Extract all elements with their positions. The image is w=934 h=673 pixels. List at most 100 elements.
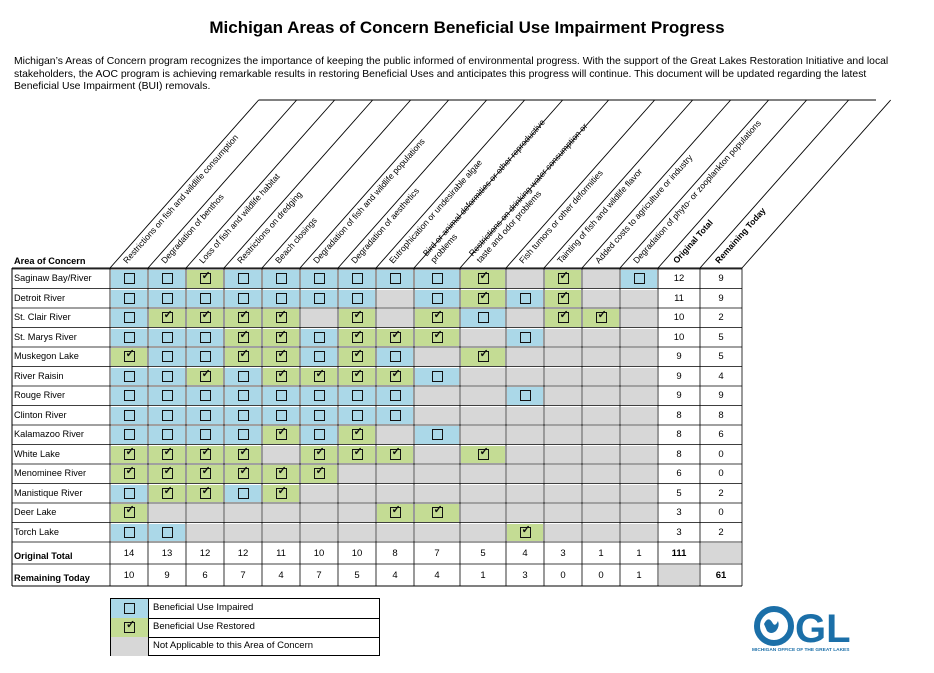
- bui-cell-not-applicable: [583, 406, 619, 424]
- impaired-checkbox-icon: [313, 331, 325, 343]
- bui-cell-restored: ✓: [111, 465, 147, 483]
- original-total-value: 14: [123, 548, 135, 559]
- bui-cell-restored: ✓: [149, 445, 185, 463]
- bui-cell-restored: ✓: [339, 367, 375, 385]
- bui-cell-restored: ✓: [461, 348, 505, 366]
- bui-cell-impaired: [111, 406, 147, 424]
- bui-cell-restored: ✓: [187, 465, 223, 483]
- column-header-divider: [223, 99, 374, 269]
- bui-cell-impaired: [415, 270, 459, 288]
- bui-cell-not-applicable: [545, 445, 581, 463]
- bui-cell-restored: ✓: [263, 465, 299, 483]
- row-remaining-today: 2: [718, 526, 724, 538]
- row-original-total: 12: [673, 273, 685, 284]
- bui-cell-restored: ✓: [415, 504, 459, 522]
- restored-checkmark-icon: ✓: [313, 445, 325, 460]
- column-header-divider: [505, 99, 656, 269]
- bui-cell-restored: ✓: [111, 504, 147, 522]
- bui-cell-impaired: [301, 387, 337, 405]
- row-original-total: 9: [676, 370, 682, 382]
- impaired-checkbox-icon: [275, 273, 287, 285]
- restored-checkmark-icon: ✓: [237, 465, 249, 480]
- impaired-checkbox-icon: [161, 331, 173, 343]
- restored-checkmark-icon: ✓: [275, 484, 287, 499]
- impaired-checkbox-icon: [275, 390, 287, 402]
- restored-checkmark-icon: ✓: [123, 445, 135, 460]
- bui-cell-impaired: [225, 426, 261, 444]
- restored-checkmark-icon: ✓: [431, 309, 443, 324]
- bui-cell-not-applicable: [507, 406, 543, 424]
- restored-checkmark-icon: ✓: [275, 328, 287, 343]
- bui-cell-impaired: [377, 270, 413, 288]
- logo-wordmark: GL: [795, 607, 851, 651]
- bui-cell-impaired: [621, 270, 657, 288]
- page-title: Michigan Areas of Concern Beneficial Use…: [209, 18, 725, 37]
- impaired-checkbox-icon: [199, 331, 211, 343]
- restored-checkmark-icon: ✓: [557, 309, 569, 324]
- impaired-checkbox-icon: [123, 487, 135, 499]
- bui-cell-not-applicable: [545, 504, 581, 522]
- column-header-divider: [185, 99, 336, 269]
- original-total-value: 8: [392, 548, 398, 559]
- bui-cell-impaired: [377, 387, 413, 405]
- bui-cell-not-applicable: [621, 484, 657, 502]
- bui-cell-restored: ✓: [339, 426, 375, 444]
- restored-checkmark-icon: ✓: [237, 445, 249, 460]
- bui-cell-not-applicable: [507, 309, 543, 327]
- bui-cell-not-applicable: [377, 426, 413, 444]
- column-header-divider: [413, 99, 564, 269]
- restored-checkmark-icon: ✓: [557, 289, 569, 304]
- bui-cell-impaired: [415, 367, 459, 385]
- legend: Beneficial Use Impaired ✓ Beneficial Use…: [110, 598, 380, 656]
- bui-cell-not-applicable: [461, 426, 505, 444]
- bui-cell-restored: ✓: [187, 445, 223, 463]
- impaired-checkbox-icon: [389, 273, 401, 285]
- area-of-concern-name: Detroit River: [14, 292, 66, 303]
- bui-cell-restored: ✓: [263, 328, 299, 346]
- bui-cell-not-applicable: [583, 523, 619, 541]
- bui-cell-not-applicable: [583, 445, 619, 463]
- bui-cell-impaired: [225, 367, 261, 385]
- bui-cell-impaired: [301, 270, 337, 288]
- bui-cell-not-applicable: [339, 504, 375, 522]
- restored-checkmark-icon: ✓: [275, 465, 287, 480]
- bui-cell-impaired: [187, 328, 223, 346]
- bui-cell-restored: ✓: [149, 484, 185, 502]
- row-remaining-today: 2: [718, 312, 724, 323]
- restored-checkmark-icon: ✓: [275, 348, 287, 363]
- row-original-total: 9: [676, 351, 682, 362]
- bui-cell-restored: ✓: [339, 348, 375, 366]
- impaired-checkbox-icon: [123, 331, 135, 343]
- restored-checkmark-icon: ✓: [477, 270, 489, 285]
- area-of-concern-name: Torch Lake: [14, 526, 59, 537]
- bui-cell-not-applicable: [377, 289, 413, 307]
- bui-cell-impaired: [339, 406, 375, 424]
- bui-cell-not-applicable: [621, 387, 657, 405]
- bui-cell-not-applicable: [415, 484, 459, 502]
- bui-cell-not-applicable: [263, 445, 299, 463]
- impaired-checkbox-icon: [123, 526, 135, 538]
- bui-cell-restored: ✓: [111, 445, 147, 463]
- bui-cell-not-applicable: [621, 348, 657, 366]
- original-total-value: 13: [161, 548, 173, 559]
- bui-cell-impaired: [507, 289, 543, 307]
- original-total-value: 10: [313, 548, 325, 559]
- bui-cell-restored: ✓: [187, 309, 223, 327]
- logo-caption: MICHIGAN OFFICE OF THE GREAT LAKES: [752, 648, 850, 653]
- bui-cell-not-applicable: [507, 445, 543, 463]
- column-header-text: Degradation of benthos: [159, 192, 226, 266]
- impaired-checkbox-icon: [123, 429, 135, 441]
- area-of-concern-name: Kalamazoo River: [14, 429, 84, 439]
- bui-cell-restored: ✓: [461, 289, 505, 307]
- row-original-total: 8: [676, 409, 682, 421]
- bui-cell-restored: ✓: [263, 367, 299, 385]
- bui-cell-not-applicable: [583, 328, 619, 346]
- area-of-concern-name: White Lake: [14, 448, 60, 459]
- bui-cell-restored: ✓: [263, 426, 299, 444]
- bui-cell-not-applicable: [301, 484, 337, 502]
- impaired-checkbox-icon: [477, 312, 489, 324]
- bui-cell-not-applicable: [415, 465, 459, 483]
- impaired-checkbox-icon: [123, 409, 135, 421]
- restored-checkmark-icon: ✓: [199, 484, 211, 499]
